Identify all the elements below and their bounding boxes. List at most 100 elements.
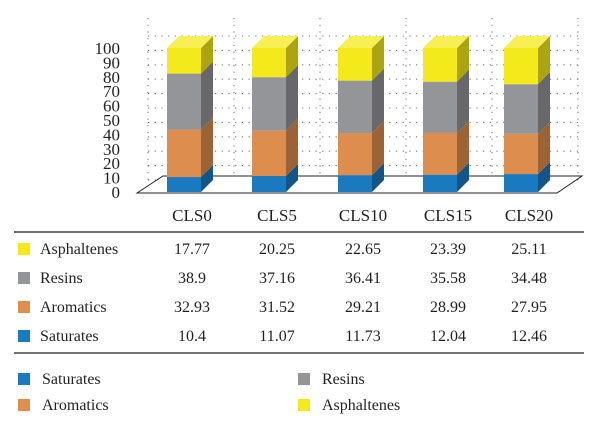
category-label: CLS15 bbox=[424, 206, 472, 225]
legend-swatch bbox=[298, 399, 310, 411]
y-tick-label: 40 bbox=[103, 125, 120, 144]
table-cell: 12.04 bbox=[430, 328, 466, 345]
bar-front bbox=[504, 48, 538, 85]
bar-front bbox=[252, 130, 286, 177]
bar-segment bbox=[252, 65, 298, 131]
bar-segment bbox=[338, 68, 384, 134]
table-cell: 10.4 bbox=[178, 328, 206, 345]
bar-front bbox=[504, 174, 538, 192]
bar-front bbox=[423, 48, 457, 82]
bar-front bbox=[338, 80, 372, 134]
bar-side bbox=[286, 164, 298, 192]
legend-swatch bbox=[18, 399, 30, 411]
bar-side bbox=[201, 117, 213, 178]
y-tick-label: 20 bbox=[103, 154, 120, 173]
table-cell: 32.93 bbox=[174, 299, 210, 316]
bar-front bbox=[423, 174, 457, 192]
bar-segment bbox=[338, 36, 384, 81]
table-cell: 22.65 bbox=[345, 241, 381, 258]
bar-top bbox=[167, 36, 213, 48]
y-tick-label: 70 bbox=[103, 82, 120, 101]
bar-side bbox=[201, 165, 213, 192]
y-tick-label: 10 bbox=[103, 169, 120, 188]
bar-front bbox=[504, 84, 538, 134]
bar-front bbox=[504, 133, 538, 175]
bar-front bbox=[338, 133, 372, 176]
table-cell: 37.16 bbox=[259, 270, 295, 287]
table-cell: 25.11 bbox=[511, 241, 546, 258]
table-cell: 31.52 bbox=[259, 299, 295, 316]
bar-segment bbox=[504, 36, 550, 85]
bar-segment bbox=[338, 121, 384, 176]
bar-front bbox=[338, 48, 372, 81]
bar-segment bbox=[423, 36, 469, 82]
bar-segment bbox=[423, 120, 469, 175]
table-cell: 11.73 bbox=[345, 328, 380, 345]
bar-side bbox=[372, 163, 384, 192]
table-cell: 34.48 bbox=[511, 270, 547, 287]
bar-front bbox=[252, 77, 286, 131]
bar-front bbox=[338, 175, 372, 192]
y-tick-label: 90 bbox=[103, 53, 120, 72]
bar-front bbox=[252, 48, 286, 78]
legend-label: Resins bbox=[322, 371, 365, 388]
legend-label: Saturates bbox=[42, 371, 101, 388]
bar-side bbox=[372, 68, 384, 134]
row-label: Asphaltenes bbox=[40, 241, 118, 258]
bar-front bbox=[423, 81, 457, 133]
category-label: CLS20 bbox=[505, 206, 553, 225]
table-cell: 11.07 bbox=[259, 328, 294, 345]
bar-front bbox=[252, 176, 286, 192]
bar-side bbox=[286, 65, 298, 131]
bar-side bbox=[538, 162, 550, 192]
bar-segment bbox=[423, 69, 469, 133]
y-tick-label: 0 bbox=[112, 183, 121, 202]
bar-segment bbox=[167, 117, 213, 178]
bar-side bbox=[538, 121, 550, 175]
bar-side bbox=[538, 72, 550, 134]
y-tick-label: 60 bbox=[103, 97, 120, 116]
bar-segment bbox=[423, 162, 469, 192]
bar-segment bbox=[167, 36, 213, 74]
legend-swatch bbox=[298, 373, 310, 385]
bar-segment bbox=[252, 36, 298, 78]
row-swatch bbox=[18, 330, 30, 342]
legend-swatch bbox=[18, 373, 30, 385]
table-cell: 17.77 bbox=[174, 241, 210, 258]
y-tick-label: 30 bbox=[103, 140, 120, 159]
bar-segment bbox=[252, 164, 298, 192]
y-tick-label: 80 bbox=[103, 68, 120, 87]
bar-side bbox=[201, 36, 213, 74]
bar-front bbox=[167, 73, 201, 130]
bar-segment bbox=[504, 121, 550, 175]
chart-bars bbox=[167, 36, 550, 192]
row-swatch bbox=[18, 243, 30, 255]
table-cell: 23.39 bbox=[430, 241, 466, 258]
table-cell: 12.46 bbox=[511, 328, 547, 345]
row-swatch bbox=[18, 301, 30, 313]
bar-top bbox=[423, 36, 469, 48]
row-label: Aromatics bbox=[40, 299, 107, 316]
data-table: Asphaltenes 17.77 20.25 22.65 23.39 25.11 Resi… bbox=[14, 231, 584, 354]
table-cell: 29.21 bbox=[345, 299, 381, 316]
legend-label: Aromatics bbox=[42, 397, 109, 414]
category-label: CLS10 bbox=[339, 206, 387, 225]
bar-side bbox=[538, 36, 550, 85]
bar-front bbox=[167, 129, 201, 178]
row-label: Resins bbox=[40, 270, 83, 287]
bar-segment bbox=[252, 118, 298, 177]
table-cell: 20.25 bbox=[259, 241, 295, 258]
table-cell: 38.9 bbox=[178, 270, 206, 287]
bar-side bbox=[457, 36, 469, 82]
bar-front bbox=[167, 177, 201, 192]
category-axis: CLS0 CLS5 CLS10 CLS15 CLS20 bbox=[172, 206, 553, 225]
bar-side bbox=[286, 118, 298, 177]
bar-top bbox=[504, 36, 550, 48]
chart-legend: Saturates Resins Aromatics Asphaltenes bbox=[18, 371, 400, 414]
table-cell: 27.95 bbox=[511, 299, 547, 316]
bar-side bbox=[372, 36, 384, 81]
chart-grid bbox=[147, 18, 582, 181]
row-swatch bbox=[18, 272, 30, 284]
bar-segment bbox=[504, 162, 550, 192]
